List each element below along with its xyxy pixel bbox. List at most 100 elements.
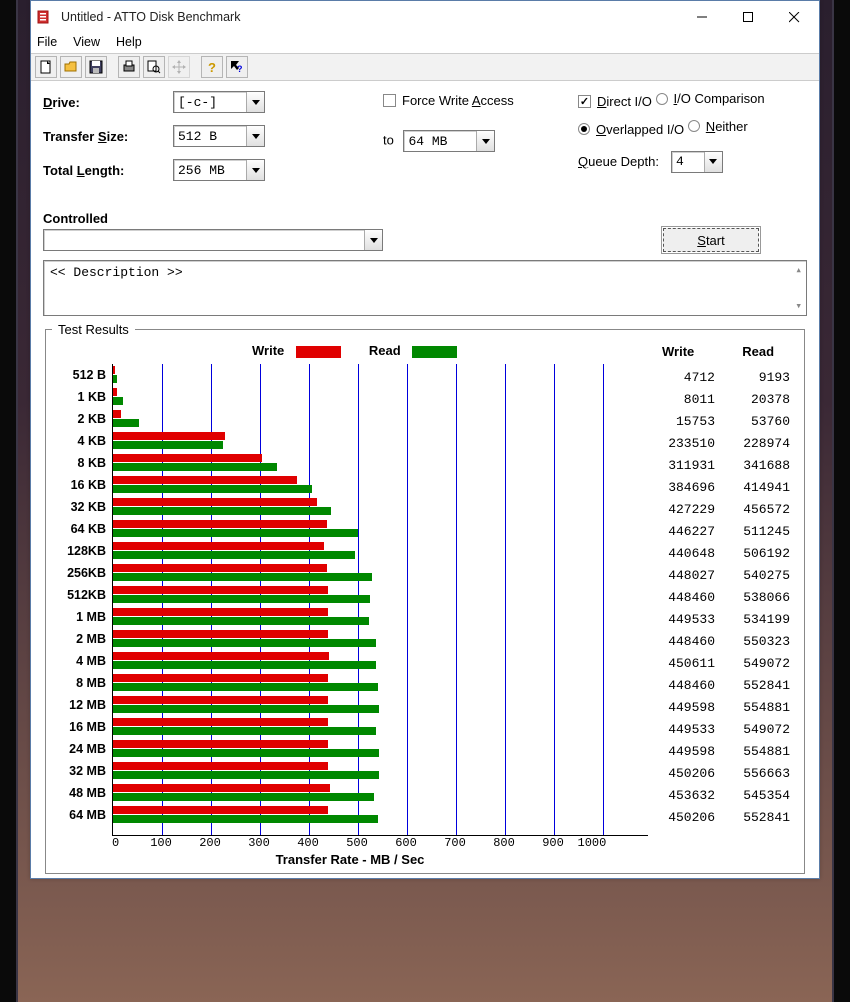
write-bar	[113, 674, 328, 682]
read-bar	[113, 463, 277, 471]
direct-io-checkbox[interactable]: ✓	[578, 95, 591, 108]
read-value: 53760	[723, 411, 798, 433]
queue-depth-combo[interactable]: 4	[671, 151, 723, 173]
value-row: 448460550323	[648, 631, 798, 653]
chevron-down-icon[interactable]	[246, 126, 264, 146]
radio-io-comparison[interactable]: I/O Comparison	[656, 91, 765, 106]
write-value: 448460	[648, 587, 723, 609]
transfer-min-combo[interactable]: 512 B	[173, 125, 265, 147]
close-button[interactable]	[771, 2, 817, 32]
y-label: 32 KB	[52, 496, 106, 518]
read-bar	[113, 771, 379, 779]
x-tick: 800	[480, 836, 529, 850]
read-bar	[113, 529, 358, 537]
drive-combo[interactable]: [-c-]	[173, 91, 265, 113]
y-label: 64 KB	[52, 518, 106, 540]
read-value: 549072	[723, 719, 798, 741]
write-value: 15753	[648, 411, 723, 433]
write-bar	[113, 696, 328, 704]
read-value: 511245	[723, 521, 798, 543]
write-bar	[113, 652, 329, 660]
write-bar	[113, 718, 328, 726]
value-row: 449598554881	[648, 697, 798, 719]
description-textarea[interactable]: << Description >> ▴ ▾	[43, 260, 807, 316]
chevron-down-icon[interactable]	[704, 152, 722, 172]
write-value: 448027	[648, 565, 723, 587]
write-bar	[113, 410, 121, 418]
write-value: 233510	[648, 433, 723, 455]
scroll-down-icon[interactable]: ▾	[795, 299, 802, 313]
x-tick: 400	[284, 836, 333, 850]
controlled-combo[interactable]	[43, 229, 383, 251]
write-bar	[113, 586, 328, 594]
radio-neither[interactable]: Neither	[688, 119, 748, 134]
transfer-min-value: 512 B	[178, 129, 217, 144]
x-tick: 300	[235, 836, 284, 850]
read-bar	[113, 639, 376, 647]
read-value: 549072	[723, 653, 798, 675]
print-icon[interactable]	[118, 56, 140, 78]
write-value: 450611	[648, 653, 723, 675]
read-value: 9193	[723, 367, 798, 389]
titlebar[interactable]: Untitled - ATTO Disk Benchmark	[31, 1, 819, 33]
context-help-icon[interactable]: ?	[226, 56, 248, 78]
read-bar	[113, 661, 376, 669]
write-bar	[113, 564, 327, 572]
x-axis-label: Transfer Rate - MB / Sec	[52, 850, 648, 869]
value-row: 233510228974	[648, 433, 798, 455]
chevron-down-icon[interactable]	[246, 160, 264, 180]
read-bar	[113, 683, 378, 691]
read-bar	[113, 551, 355, 559]
chevron-down-icon[interactable]	[364, 230, 382, 250]
write-bar	[113, 762, 328, 770]
y-label: 512 B	[52, 364, 106, 386]
value-row: 449533549072	[648, 719, 798, 741]
write-bar	[113, 432, 225, 440]
read-bar	[113, 441, 223, 449]
help-icon[interactable]: ?	[201, 56, 223, 78]
y-label: 48 MB	[52, 782, 106, 804]
new-icon[interactable]	[35, 56, 57, 78]
chevron-down-icon[interactable]	[246, 92, 264, 112]
x-tick: 900	[529, 836, 578, 850]
preview-icon[interactable]	[143, 56, 165, 78]
scroll-up-icon[interactable]: ▴	[795, 263, 802, 277]
drive-value: [-c-]	[178, 95, 217, 110]
open-icon[interactable]	[60, 56, 82, 78]
menu-file[interactable]: File	[37, 35, 57, 49]
write-bar	[113, 608, 328, 616]
write-value: 453632	[648, 785, 723, 807]
write-legend: Write	[252, 343, 341, 358]
y-label: 2 KB	[52, 408, 106, 430]
write-value: 448460	[648, 675, 723, 697]
read-value: 556663	[723, 763, 798, 785]
write-value: 427229	[648, 499, 723, 521]
force-write-label: Force Write Access	[402, 93, 514, 108]
maximize-button[interactable]	[725, 2, 771, 32]
radio-overlapped[interactable]: Overlapped I/O	[578, 122, 684, 137]
menu-view[interactable]: View	[73, 35, 100, 49]
read-value: 554881	[723, 697, 798, 719]
minimize-button[interactable]	[679, 2, 725, 32]
write-bar	[113, 740, 328, 748]
value-row: 450206556663	[648, 763, 798, 785]
value-row: 448460538066	[648, 587, 798, 609]
write-value: 450206	[648, 763, 723, 785]
value-row: 1575353760	[648, 411, 798, 433]
window-title: Untitled - ATTO Disk Benchmark	[61, 10, 679, 24]
menu-help[interactable]: Help	[116, 35, 142, 49]
write-bar	[113, 630, 328, 638]
save-icon[interactable]	[85, 56, 107, 78]
force-write-checkbox[interactable]	[383, 94, 396, 107]
write-value: 449533	[648, 719, 723, 741]
x-tick: 200	[186, 836, 235, 850]
value-row: 427229456572	[648, 499, 798, 521]
total-length-combo[interactable]: 256 MB	[173, 159, 265, 181]
y-label: 256KB	[52, 562, 106, 584]
y-label: 8 MB	[52, 672, 106, 694]
chevron-down-icon[interactable]	[476, 131, 494, 151]
transfer-max-combo[interactable]: 64 MB	[403, 130, 495, 152]
read-bar	[113, 419, 139, 427]
start-button[interactable]: Start	[663, 228, 759, 252]
read-bar	[113, 793, 374, 801]
